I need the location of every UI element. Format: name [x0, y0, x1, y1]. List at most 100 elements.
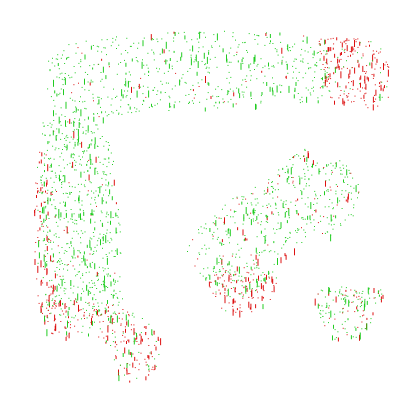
left-column-point — [89, 293, 91, 294]
middle-wedge-tip-point — [224, 296, 226, 304]
upper-arm-strip-point — [190, 89, 192, 91]
upper-right-cap-point — [353, 48, 355, 50]
left-column-point — [72, 161, 74, 168]
middle-wedge-point — [287, 171, 289, 173]
upper-arm-strip-point — [126, 37, 128, 39]
middle-wedge-point — [328, 164, 329, 166]
left-column-point — [101, 237, 103, 239]
upper-arm-strip-point — [224, 30, 225, 32]
upper-arm-strip-point — [78, 62, 80, 64]
upper-arm-strip-point — [129, 45, 131, 47]
middle-wedge-point — [262, 272, 264, 274]
upper-right-cap-point — [385, 61, 387, 63]
upper-arm-strip-point — [146, 64, 148, 66]
middle-wedge-point — [243, 196, 245, 198]
small-lower-right-cluster-point — [324, 325, 326, 327]
middle-wedge-point — [292, 164, 294, 166]
left-column-point — [112, 312, 114, 314]
upper-right-cap-point — [338, 65, 340, 70]
lower-left-foot-point — [136, 377, 138, 379]
upper-right-cap-point — [367, 107, 369, 109]
middle-wedge-point — [244, 277, 245, 279]
middle-wedge-point — [241, 201, 243, 205]
upper-arm-strip-point — [190, 54, 192, 56]
left-column-point — [102, 281, 104, 283]
left-column-point — [50, 194, 52, 196]
small-lower-right-cluster-point — [355, 291, 357, 293]
middle-wedge-point — [232, 253, 234, 255]
upper-arm-strip-point — [92, 97, 94, 99]
middle-wedge-point — [347, 184, 349, 185]
upper-arm-strip-point — [75, 43, 77, 45]
left-column-point — [50, 163, 52, 168]
middle-wedge-tip-point — [263, 290, 265, 292]
left-column-point — [94, 137, 96, 145]
lower-left-foot-point — [147, 355, 149, 358]
left-column-point — [66, 144, 68, 150]
left-column-point — [63, 252, 65, 254]
left-column-point — [40, 176, 42, 178]
left-column-point — [51, 124, 53, 126]
left-column-point — [85, 272, 87, 274]
left-column-point — [113, 283, 115, 285]
middle-wedge-point — [289, 231, 291, 233]
left-edge-band-point — [40, 187, 42, 192]
lower-left-foot-point — [149, 352, 151, 354]
upper-arm-strip-point — [221, 89, 223, 91]
left-edge-band-point — [45, 190, 46, 193]
middle-wedge-point — [232, 280, 234, 281]
upper-arm-strip-point — [198, 47, 200, 49]
middle-wedge-point — [343, 196, 345, 198]
left-column-point — [96, 244, 98, 246]
middle-wedge-tip-point — [249, 307, 251, 310]
middle-wedge-point — [292, 182, 294, 184]
middle-wedge-point — [309, 219, 311, 221]
middle-wedge-point — [350, 185, 352, 187]
upper-right-cap-point — [348, 82, 350, 84]
middle-wedge-point — [239, 256, 241, 258]
middle-wedge-point — [272, 271, 274, 273]
left-column-point — [54, 172, 56, 174]
left-column-point — [70, 209, 72, 210]
upper-arm-strip-point — [148, 75, 149, 76]
left-edge-band-point — [47, 226, 49, 228]
upper-right-cap-point — [334, 67, 336, 69]
small-lower-right-cluster-point — [326, 302, 328, 304]
upper-arm-strip-point — [295, 58, 297, 60]
middle-wedge-point — [292, 180, 294, 182]
left-column-point — [83, 171, 85, 173]
left-column-point — [119, 252, 121, 254]
lower-left-foot-point — [122, 312, 124, 314]
upper-arm-strip-point — [255, 104, 257, 110]
middle-wedge-point — [260, 213, 262, 214]
upper-right-cap-point — [359, 41, 361, 46]
middle-wedge-tip-point — [249, 282, 250, 284]
upper-arm-strip-point — [213, 34, 215, 36]
upper-right-cap-point — [324, 67, 326, 68]
middle-wedge-point — [246, 238, 248, 241]
middle-wedge-point — [219, 270, 221, 272]
left-edge-band-point — [44, 319, 46, 325]
middle-wedge-tip-point — [208, 281, 210, 287]
upper-arm-strip-point — [124, 84, 125, 86]
middle-wedge-point — [287, 168, 289, 174]
left-column-point — [80, 183, 82, 185]
left-column-point — [101, 197, 103, 205]
middle-wedge-point — [282, 202, 284, 208]
upper-arm-strip-point — [116, 95, 118, 97]
middle-wedge-point — [301, 191, 303, 196]
upper-arm-strip-point — [210, 96, 212, 99]
upper-arm-strip-point — [167, 70, 169, 72]
upper-arm-strip-point — [151, 103, 152, 107]
middle-wedge-tip-point — [232, 308, 234, 316]
left-column-point — [96, 271, 98, 276]
left-column-point — [77, 286, 79, 288]
middle-wedge-point — [305, 163, 307, 165]
left-edge-band-point — [40, 202, 42, 207]
upper-arm-strip-point — [72, 111, 74, 113]
lower-left-foot-point — [129, 373, 131, 375]
upper-right-cap — [318, 37, 390, 111]
left-column-point — [64, 201, 66, 207]
middle-wedge-point — [256, 262, 258, 264]
upper-arm-strip-point — [161, 38, 163, 40]
